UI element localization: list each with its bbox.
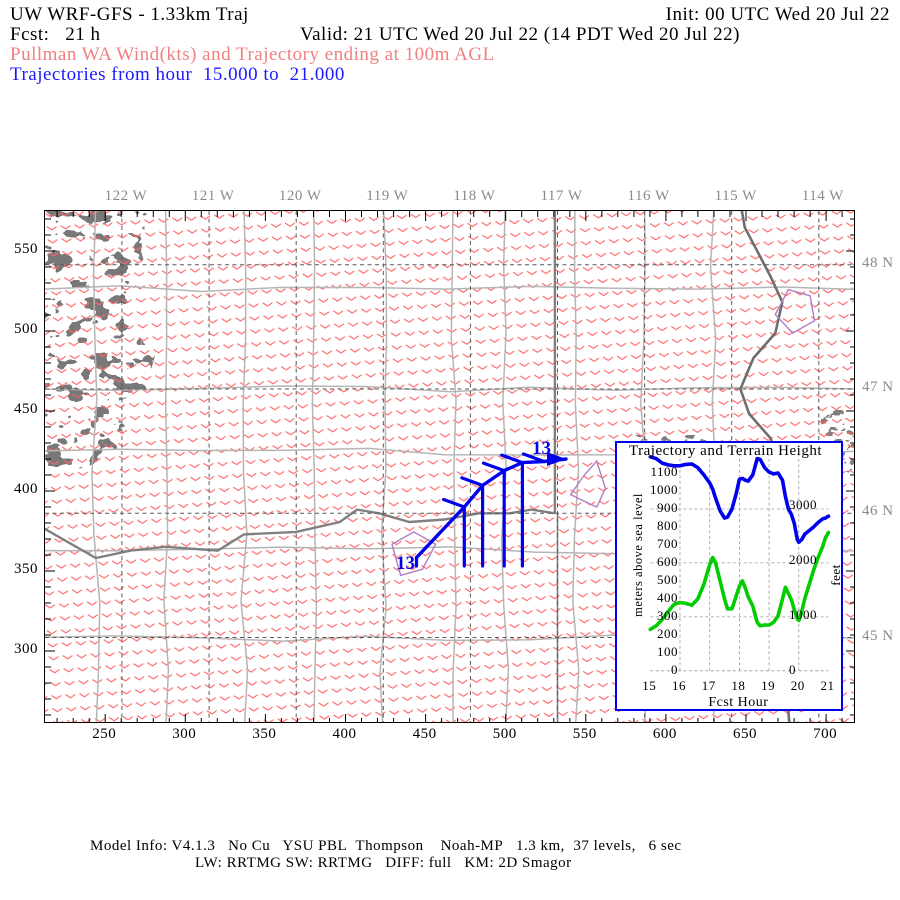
svg-text:13: 13	[532, 438, 551, 459]
svg-text:13: 13	[396, 553, 415, 574]
